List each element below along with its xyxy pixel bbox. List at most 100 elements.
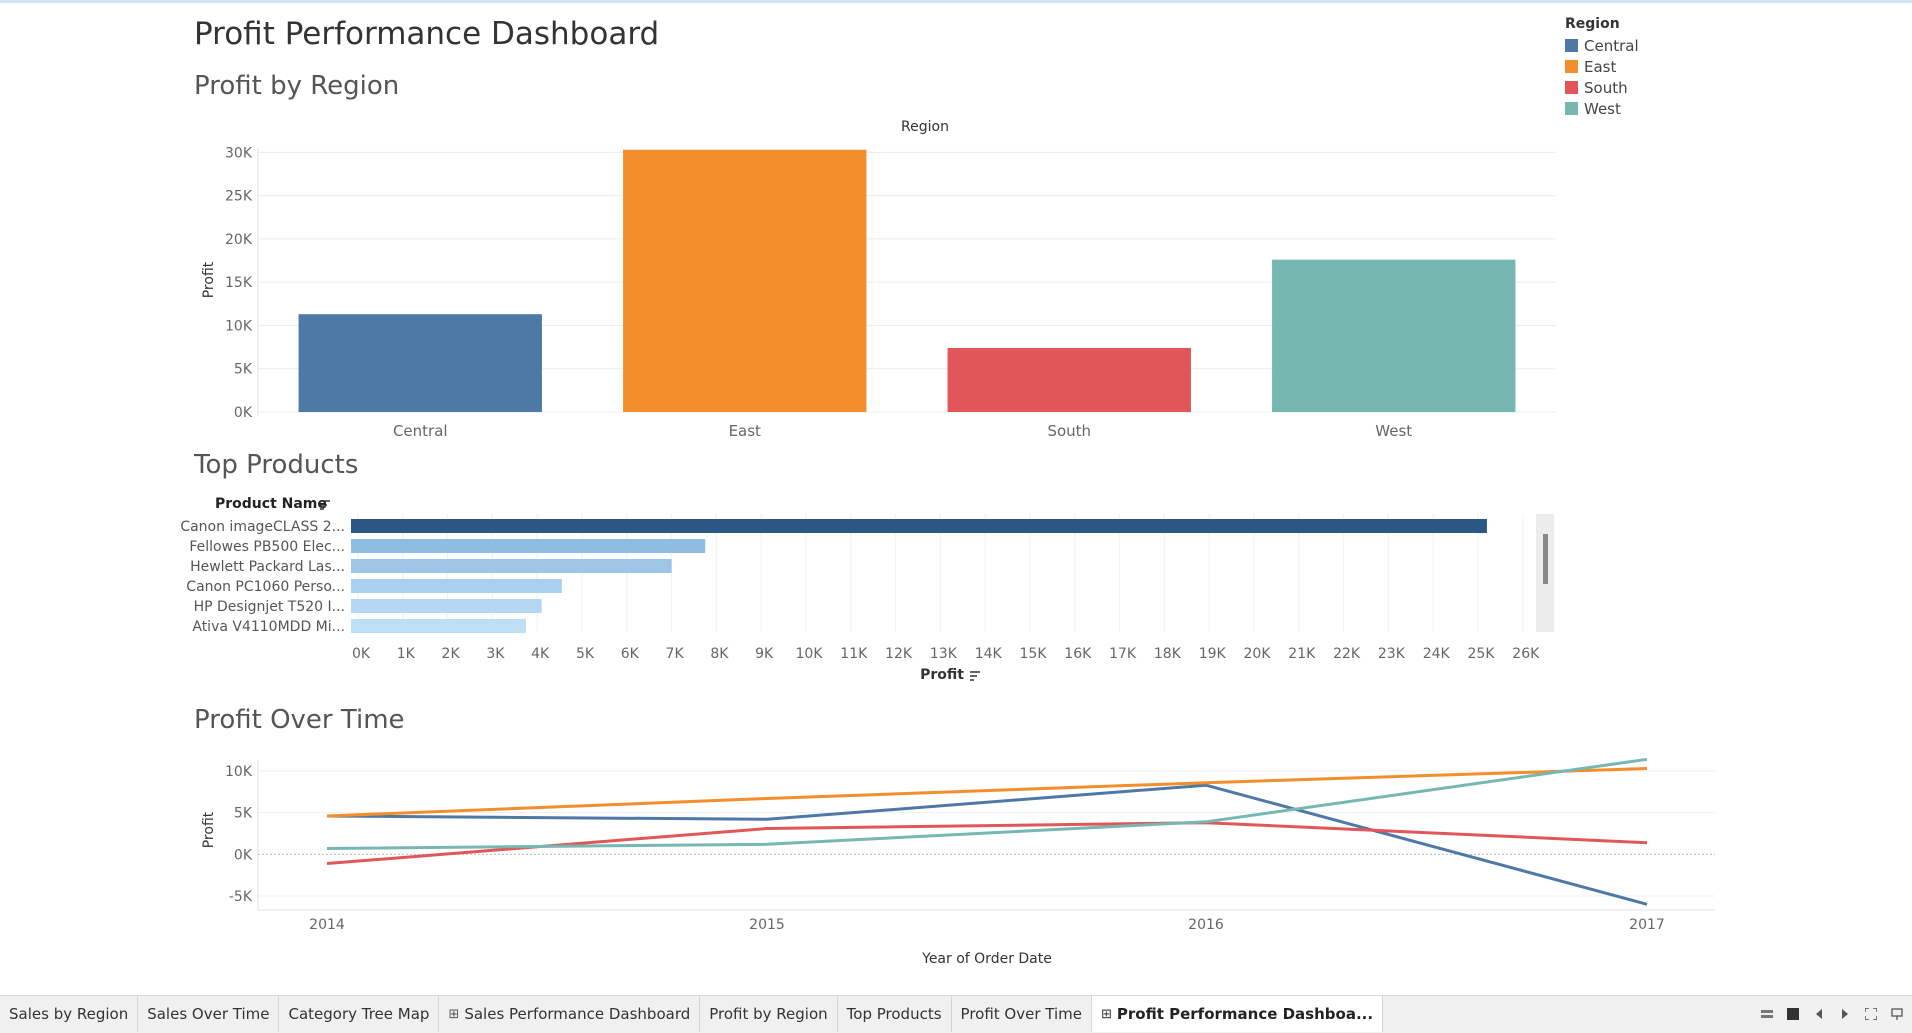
- x-tick-label: 12K: [885, 646, 913, 662]
- x-tick-label: 4K: [531, 646, 550, 662]
- y-tick-label: Fellowes PB500 Elec...: [189, 539, 345, 555]
- y-tick-label: -5K: [229, 889, 253, 905]
- x-tick-label: South: [1047, 422, 1091, 440]
- legend-item-east[interactable]: East: [1565, 56, 1639, 77]
- x-tick-label: 2014: [309, 917, 345, 933]
- product-bar: [351, 539, 706, 553]
- x-tick-label: 20K: [1244, 646, 1272, 662]
- x-tick-label: 22K: [1333, 646, 1361, 662]
- x-tick-label: 5K: [576, 646, 595, 662]
- tab-profit-performance-dashboard[interactable]: ⊞ Profit Performance Dashboa...: [1091, 996, 1384, 1032]
- y-tick-label: 10K: [225, 764, 253, 780]
- x-tick-label: 9K: [755, 646, 774, 662]
- product-bar: [351, 559, 672, 573]
- x-tick-label: 2016: [1188, 917, 1224, 933]
- profit-over-time-chart: -5K 0K 5K 10K Profit 2014 2015 2016 2017 Year of …: [201, 757, 1715, 967]
- legend-item-west[interactable]: West: [1565, 98, 1639, 119]
- tab-profit-over-time[interactable]: Profit Over Time: [952, 996, 1092, 1032]
- tab-label: Category Tree Map: [288, 1005, 430, 1023]
- x-tick-label: 0K: [352, 646, 371, 662]
- x-tick-label: 15K: [1020, 646, 1048, 662]
- legend-swatch-west: [1565, 102, 1578, 115]
- legend-label: South: [1584, 78, 1628, 97]
- legend-label: Central: [1584, 36, 1639, 55]
- window-top-border: [0, 0, 1912, 3]
- tab-sales-performance-dashboard[interactable]: ⊞ Sales Performance Dashboard: [439, 996, 701, 1032]
- x-tick-label: 6K: [621, 646, 640, 662]
- x-tick-label: 2015: [749, 917, 785, 933]
- previous-sheet-icon[interactable]: [1812, 1007, 1826, 1021]
- scrollbar-thumb: [1543, 534, 1548, 584]
- x-tick-label: 3K: [486, 646, 505, 662]
- tab-label: Profit Performance Dashboa...: [1116, 1005, 1374, 1023]
- tab-label: Profit by Region: [709, 1005, 828, 1023]
- y-tick-label: HP Designjet T520 I...: [194, 599, 345, 615]
- bar-south: [947, 347, 1191, 412]
- tab-navigation-controls: [1760, 996, 1904, 1032]
- y-tick-label: Canon PC1060 Perso...: [186, 579, 345, 595]
- x-tick-label: 14K: [975, 646, 1003, 662]
- top-products-chart: Product Name 0K 1K 2K 3K 4K 5K 6K 7K 8K 9K 10K 11K 12…: [180, 496, 1554, 683]
- tab-label: Sales Over Time: [147, 1005, 270, 1023]
- x-axis-label: Profit: [920, 667, 964, 683]
- y-tick-label: Hewlett Packard Las...: [190, 559, 345, 575]
- y-tick-label: 20K: [225, 232, 253, 248]
- sort-icon: [970, 671, 980, 681]
- x-axis-label: Year of Order Date: [921, 951, 1052, 967]
- bar-central: [298, 314, 542, 412]
- bar-west: [1272, 259, 1516, 412]
- row-header: Product Name: [215, 496, 327, 512]
- x-tick-label: 26K: [1512, 646, 1540, 662]
- legend-label: West: [1584, 99, 1621, 118]
- show-filmstrip-icon[interactable]: [1760, 1007, 1774, 1021]
- x-tick-label: 25K: [1468, 646, 1496, 662]
- x-tick-label: West: [1375, 422, 1412, 440]
- y-tick-label: 0K: [234, 405, 253, 421]
- tab-top-products[interactable]: Top Products: [838, 996, 952, 1032]
- x-tick-label: 2017: [1629, 917, 1665, 933]
- y-tick-label: 25K: [225, 189, 253, 205]
- profit-by-region-chart: Region 0K 5K 10K 15K 20K 25K 30K Profit Central Ea…: [201, 119, 1556, 440]
- x-tick-label: 11K: [840, 646, 868, 662]
- x-tick-label: East: [729, 422, 761, 440]
- presentation-mode-icon[interactable]: [1890, 1007, 1904, 1021]
- x-tick-label: Central: [393, 422, 448, 440]
- legend-item-central[interactable]: Central: [1565, 35, 1639, 56]
- legend-label: East: [1584, 57, 1617, 76]
- x-tick-label: 24K: [1423, 646, 1451, 662]
- y-tick-label: 15K: [225, 275, 253, 291]
- legend-item-south[interactable]: South: [1565, 77, 1639, 98]
- tab-profit-by-region[interactable]: Profit by Region: [700, 996, 838, 1032]
- series-line-south: [326, 821, 1648, 865]
- show-tabs-icon[interactable]: [1786, 1007, 1800, 1021]
- x-tick-label: 17K: [1109, 646, 1137, 662]
- tab-label: Top Products: [846, 1005, 942, 1023]
- next-sheet-icon[interactable]: [1838, 1007, 1852, 1021]
- y-tick-label: 5K: [234, 362, 253, 378]
- series-line-central: [326, 783, 1648, 906]
- tab-sales-by-region[interactable]: Sales by Region: [0, 996, 139, 1032]
- legend-title: Region: [1565, 16, 1620, 32]
- region-legend: Region Central East South West: [1565, 16, 1639, 119]
- y-axis-label: Profit: [201, 261, 217, 298]
- tab-category-tree-map[interactable]: Category Tree Map: [279, 996, 440, 1032]
- series-line-west: [326, 757, 1648, 850]
- dashboard-icon: ⊞: [1100, 1006, 1112, 1022]
- dashboard-icon: ⊞: [448, 1006, 460, 1022]
- product-bar: [351, 619, 526, 633]
- tab-label: Sales Performance Dashboard: [464, 1005, 691, 1023]
- tab-sales-over-time[interactable]: Sales Over Time: [138, 996, 280, 1032]
- column-header: Region: [901, 119, 949, 135]
- y-axis-label: Profit: [201, 811, 217, 848]
- fullscreen-icon[interactable]: [1864, 1007, 1878, 1021]
- y-tick-label: 5K: [234, 806, 253, 822]
- x-tick-label: 1K: [397, 646, 416, 662]
- y-tick-label: 30K: [225, 145, 253, 161]
- x-tick-label: 21K: [1288, 646, 1316, 662]
- bar-east: [623, 149, 867, 412]
- x-tick-label: 8K: [710, 646, 729, 662]
- x-tick-label: 18K: [1154, 646, 1182, 662]
- product-bar: [351, 579, 562, 593]
- x-tick-label: 10K: [796, 646, 824, 662]
- sort-icon: [320, 500, 330, 510]
